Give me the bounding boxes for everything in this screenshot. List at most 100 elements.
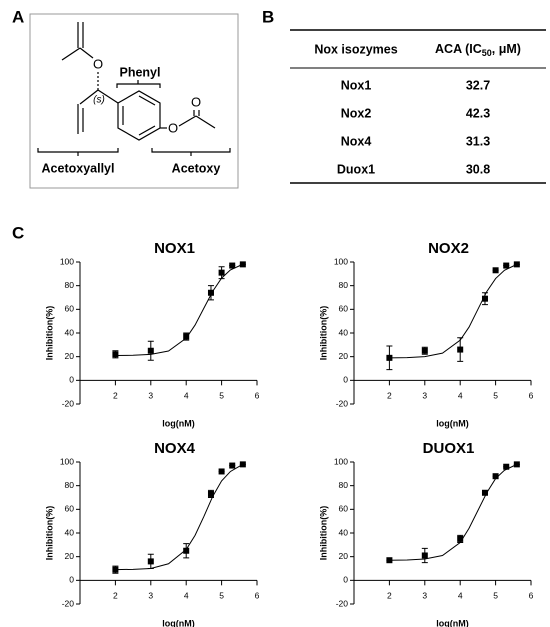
chart-title: NOX4 (154, 440, 196, 457)
table-header: ACA (IC50, μM) (435, 42, 521, 58)
data-point (457, 346, 464, 353)
structure (37, 22, 231, 156)
x-tick-label: 3 (148, 591, 153, 601)
x-tick-label: 6 (529, 591, 534, 601)
x-tick-label: 3 (148, 391, 153, 401)
header-part: , μM) (492, 42, 521, 56)
x-tick-label: 2 (387, 591, 392, 601)
x-tick-label: 4 (458, 391, 463, 401)
y-axis-label: Inhibition(%) (44, 306, 54, 360)
fit-curve (115, 263, 244, 356)
x-tick-label: 5 (493, 391, 498, 401)
x-axis-label: log(nM) (436, 418, 468, 428)
y-tick-label: -20 (62, 598, 75, 608)
y-tick-label: 80 (65, 280, 75, 290)
group-label: Acetoxyallyl (42, 161, 115, 175)
table-cell: 32.7 (466, 78, 490, 92)
x-tick-label: 4 (184, 391, 189, 401)
y-tick-label: -20 (336, 598, 349, 608)
x-tick-label: 6 (255, 391, 260, 401)
fit-curve (389, 463, 518, 561)
table-cell: 30.8 (466, 162, 490, 176)
y-tick-label: 40 (65, 327, 75, 337)
group-label: Acetoxy (172, 161, 221, 175)
data-point (421, 347, 428, 354)
data-point (503, 463, 510, 470)
x-axis-label: log(nM) (436, 618, 468, 627)
y-axis-label: Inhibition(%) (318, 306, 328, 360)
fit-curve (115, 463, 244, 571)
panel-label: A (12, 7, 24, 26)
y-tick-label: 0 (69, 575, 74, 585)
data-point (112, 351, 119, 358)
panel-label: C (12, 223, 24, 242)
data-point (218, 468, 225, 475)
table-cell: 31.3 (466, 134, 490, 148)
y-tick-label: 0 (343, 375, 348, 385)
y-tick-label: 80 (339, 480, 349, 490)
y-axis-label: Inhibition(%) (44, 506, 54, 560)
y-tick-label: 100 (60, 256, 74, 266)
chart-title: NOX2 (428, 240, 469, 257)
y-tick-label: -20 (336, 398, 349, 408)
y-tick-label: 100 (60, 456, 74, 466)
x-tick-label: 5 (493, 591, 498, 601)
data-point (481, 295, 488, 302)
data-point (457, 535, 464, 542)
x-tick-label: 4 (184, 591, 189, 601)
y-axis-label: Inhibition(%) (318, 506, 328, 560)
stereo-label: (s) (93, 95, 105, 106)
y-tick-label: 20 (65, 351, 75, 361)
table-cell: 42.3 (466, 106, 490, 120)
table-cell: Nox1 (341, 78, 372, 92)
atom-label: O (191, 94, 201, 109)
y-tick-label: -20 (62, 398, 75, 408)
chart: NOX4 log(nM) Inhibition(%) -20 0 20 40 60 80 100 2… (44, 440, 259, 627)
atom-label: O (168, 120, 178, 135)
x-tick-label: 2 (387, 391, 392, 401)
data-point (147, 347, 154, 354)
x-tick-label: 3 (422, 591, 427, 601)
table-body: Nox1 32.7 Nox2 42.3 Nox4 31.3 Duox1 30.8 (337, 78, 490, 176)
data-point (481, 489, 488, 496)
y-tick-label: 60 (339, 304, 349, 314)
atom-label: O (93, 56, 103, 71)
y-tick-label: 0 (343, 575, 348, 585)
y-tick-label: 60 (339, 504, 349, 514)
y-tick-label: 20 (65, 551, 75, 561)
fit-curve (389, 263, 518, 359)
y-tick-label: 40 (65, 527, 75, 537)
chart: DUOX1 log(nM) Inhibition(%) -20 0 20 40 60 80 100… (318, 440, 533, 627)
x-tick-label: 5 (219, 391, 224, 401)
y-tick-label: 100 (334, 456, 348, 466)
table-header: Nox isozymes (314, 42, 397, 56)
x-tick-label: 2 (113, 591, 118, 601)
data-point (421, 552, 428, 559)
y-tick-label: 100 (334, 256, 348, 266)
x-tick-label: 6 (255, 591, 260, 601)
chart-title: NOX1 (154, 240, 195, 257)
y-tick-label: 0 (69, 375, 74, 385)
table-cell: Nox4 (341, 134, 372, 148)
y-tick-label: 20 (339, 551, 349, 561)
y-tick-label: 20 (339, 351, 349, 361)
data-point (492, 473, 499, 480)
y-tick-label: 40 (339, 527, 349, 537)
x-axis-label: log(nM) (162, 618, 194, 627)
x-tick-label: 4 (458, 591, 463, 601)
data-point (183, 547, 190, 554)
x-tick-label: 5 (219, 591, 224, 601)
chart-title: DUOX1 (423, 440, 475, 457)
x-tick-label: 2 (113, 391, 118, 401)
chart: NOX2 log(nM) Inhibition(%) -20 0 20 40 60 80 100 2… (318, 240, 533, 428)
data-point (229, 262, 236, 269)
structure-frame (29, 13, 239, 189)
y-tick-label: 60 (65, 504, 75, 514)
table-cell: Duox1 (337, 162, 375, 176)
data-point (147, 558, 154, 565)
data-point (492, 267, 499, 274)
x-tick-label: 3 (422, 391, 427, 401)
chart: NOX1 log(nM) Inhibition(%) -20 0 20 40 60 80 100 2… (44, 240, 259, 428)
